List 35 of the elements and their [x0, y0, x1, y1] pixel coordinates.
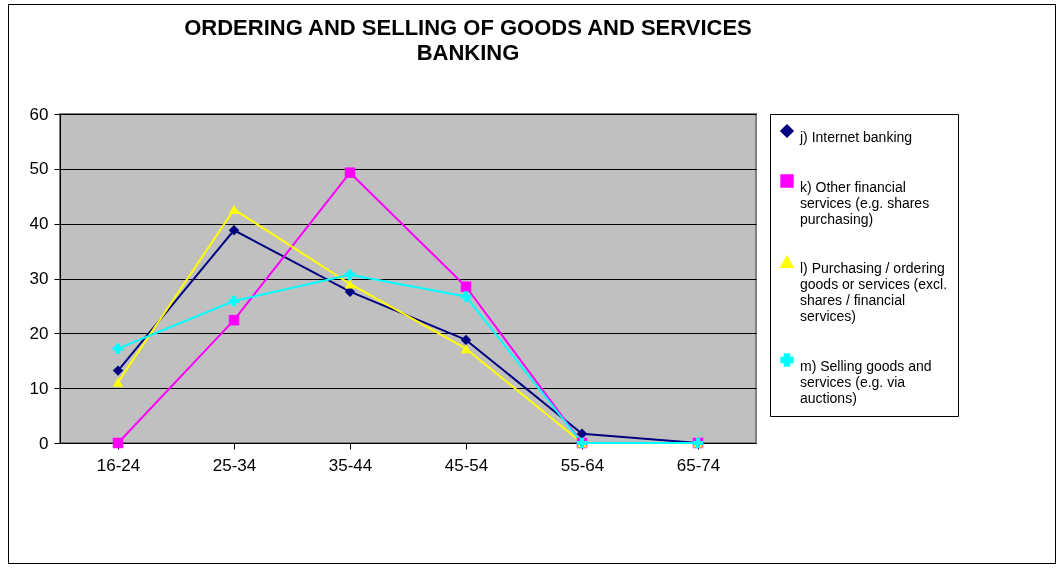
chart-title: ORDERING AND SELLING OF GOODS AND SERVICES: [184, 15, 752, 40]
legend-label: j) Internet banking: [799, 129, 913, 145]
y-tick-label: 40: [29, 214, 49, 234]
point: [460, 344, 472, 354]
point: [460, 281, 472, 292]
y-tick-label: 10: [29, 378, 49, 398]
legend-label: l) Purchasing / ordering goods or services (excl. shares / financial services): [800, 260, 948, 324]
point: [112, 365, 124, 376]
chart-subtitle: BANKING: [416, 40, 520, 65]
point: [112, 377, 124, 387]
y-tick-label: 20: [29, 323, 49, 343]
x-tick-label: 65-74: [676, 455, 721, 475]
point: [228, 314, 240, 326]
legend-label: k) Other financial services (e.g. shares purchasing): [800, 179, 930, 227]
point: [344, 269, 356, 280]
point: [228, 204, 240, 214]
x-tick-label: 45-54: [444, 455, 489, 475]
y-tick-label: 60: [29, 104, 49, 124]
point: [228, 225, 240, 236]
point: [576, 428, 588, 439]
point: [344, 167, 356, 178]
point: [460, 291, 472, 302]
legend-label: m) Selling goods and services (e.g. via auctions): [800, 358, 932, 406]
x-tick-label: 25-34: [212, 455, 257, 475]
point: [112, 343, 124, 354]
y-tick-label: 0: [39, 433, 49, 453]
point: [112, 437, 124, 449]
x-tick-label: 16-24: [96, 455, 141, 475]
x-tick-label: 35-44: [328, 455, 373, 475]
point: [228, 295, 240, 307]
x-tick-label: 55-64: [560, 455, 605, 475]
point: [344, 279, 356, 289]
point: [460, 334, 472, 346]
y-tick-label: 50: [29, 159, 49, 179]
y-tick-label: 30: [29, 269, 49, 288]
